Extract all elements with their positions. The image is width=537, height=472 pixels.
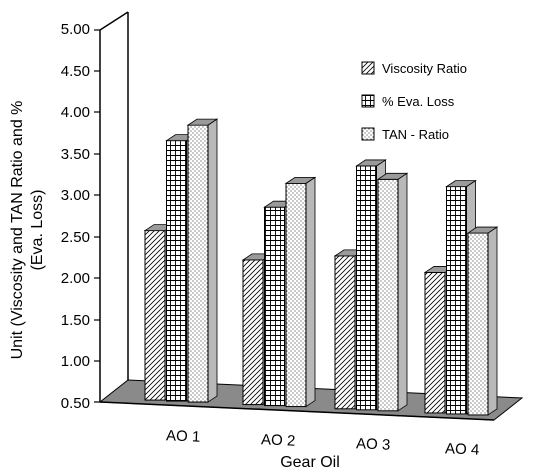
y-tick-label: 2.00 [61,270,90,287]
legend-item: TAN - Ratio [362,127,449,142]
legend-item: % Eva. Loss [362,94,455,109]
y-axis-title-line-2: (Eva. Loss) [29,190,46,271]
y-axis-title-line-1: Unit (Viscosity and TAN Ratio and % [9,101,26,360]
y-tick-label: 4.00 [61,104,90,121]
bar-side-face [398,173,407,410]
legend-swatch-eva-loss [362,95,374,107]
legend-label: Viscosity Ratio [382,61,467,76]
bar-front-face [468,233,488,415]
x-tick-label: AO 4 [445,440,480,459]
x-tick-label: AO 2 [261,431,296,450]
y-tick-label: 2.50 [61,229,90,246]
back-wall-frame [100,12,128,402]
bars [145,119,497,415]
y-tick-label: 0.50 [61,395,90,412]
bar-front-face [335,256,355,409]
bar-front-face [425,272,445,413]
bar-front-face [167,141,187,401]
bar-tan-ratio [188,119,217,402]
bar-front-face [447,187,467,414]
bar-front-face [188,125,208,402]
x-axis-title: Gear Oil [280,454,340,471]
y-tick-label: 4.50 [61,63,90,80]
y-tick-label: 3.00 [61,187,90,204]
x-tick-label: AO 1 [166,427,201,446]
bar-side-face [488,227,497,415]
x-tick-label: AO 3 [356,435,391,454]
bar-front-face [357,166,377,410]
y-tick-label: 1.50 [61,312,90,329]
y-tick-label: 3.50 [61,146,90,163]
bar-front-face [243,260,263,405]
bar-tan-ratio [286,177,315,406]
bar-tan-ratio [468,227,497,415]
y-tick-label: 5.00 [61,21,90,38]
bar-front-face [265,207,285,405]
legend-label: % Eva. Loss [382,94,455,109]
legend-swatch-tan-ratio [362,128,374,140]
legend-swatch-viscosity-ratio [362,62,374,74]
bar-front-face [378,179,398,410]
legend-label: TAN - Ratio [382,127,449,142]
y-tick-label: 1.00 [61,353,90,370]
bar-front-face [145,231,165,400]
legend: Viscosity Ratio % Eva. Loss TAN - Ratio [362,61,467,142]
bar-front-face [286,183,306,406]
bar-side-face [306,177,315,406]
bar-tan-ratio [378,173,407,410]
legend-item: Viscosity Ratio [362,61,467,76]
bar-side-face [208,119,217,402]
y-axis: 5.00 4.50 4.00 3.50 3.00 2.50 2.00 1.50 … [61,21,100,412]
